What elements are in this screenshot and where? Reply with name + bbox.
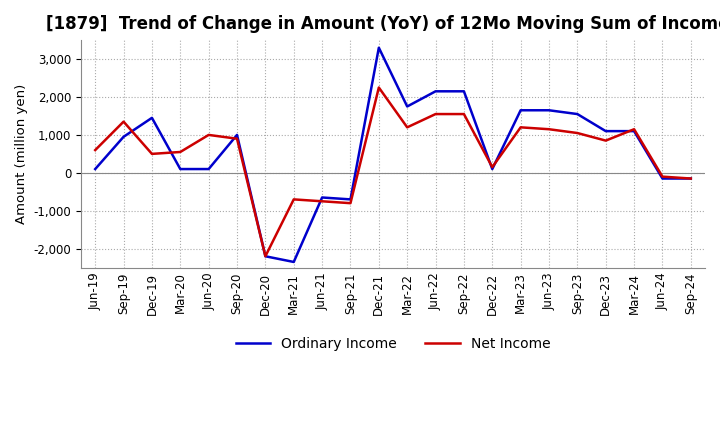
Ordinary Income bbox=[431, 89, 440, 94]
Ordinary Income bbox=[630, 128, 639, 134]
Net Income bbox=[318, 198, 326, 204]
Net Income bbox=[120, 119, 128, 124]
Ordinary Income bbox=[658, 176, 667, 181]
Net Income bbox=[601, 138, 610, 143]
Net Income bbox=[573, 130, 582, 136]
Ordinary Income bbox=[545, 108, 554, 113]
Net Income bbox=[459, 111, 468, 117]
Ordinary Income bbox=[204, 166, 213, 172]
Ordinary Income bbox=[459, 89, 468, 94]
Legend: Ordinary Income, Net Income: Ordinary Income, Net Income bbox=[230, 331, 556, 356]
Net Income bbox=[630, 127, 639, 132]
Ordinary Income bbox=[686, 176, 695, 181]
Net Income bbox=[658, 174, 667, 179]
Net Income bbox=[346, 201, 355, 206]
Ordinary Income bbox=[261, 253, 270, 259]
Net Income bbox=[176, 149, 184, 154]
Net Income bbox=[545, 127, 554, 132]
Line: Net Income: Net Income bbox=[95, 88, 690, 256]
Net Income bbox=[516, 125, 525, 130]
Net Income bbox=[374, 85, 383, 90]
Net Income bbox=[148, 151, 156, 157]
Net Income bbox=[431, 111, 440, 117]
Net Income bbox=[261, 253, 270, 259]
Title: [1879]  Trend of Change in Amount (YoY) of 12Mo Moving Sum of Incomes: [1879] Trend of Change in Amount (YoY) o… bbox=[46, 15, 720, 33]
Net Income bbox=[686, 176, 695, 181]
Ordinary Income bbox=[403, 104, 412, 109]
Net Income bbox=[91, 147, 99, 153]
Net Income bbox=[233, 136, 241, 141]
Ordinary Income bbox=[289, 259, 298, 264]
Ordinary Income bbox=[601, 128, 610, 134]
Ordinary Income bbox=[233, 132, 241, 138]
Net Income bbox=[289, 197, 298, 202]
Ordinary Income bbox=[346, 197, 355, 202]
Ordinary Income bbox=[148, 115, 156, 121]
Ordinary Income bbox=[318, 195, 326, 200]
Ordinary Income bbox=[120, 134, 128, 139]
Net Income bbox=[403, 125, 412, 130]
Ordinary Income bbox=[573, 111, 582, 117]
Ordinary Income bbox=[374, 45, 383, 50]
Ordinary Income bbox=[488, 166, 497, 172]
Ordinary Income bbox=[176, 166, 184, 172]
Ordinary Income bbox=[516, 108, 525, 113]
Net Income bbox=[488, 165, 497, 170]
Line: Ordinary Income: Ordinary Income bbox=[95, 48, 690, 262]
Ordinary Income bbox=[91, 166, 99, 172]
Y-axis label: Amount (million yen): Amount (million yen) bbox=[15, 84, 28, 224]
Net Income bbox=[204, 132, 213, 138]
